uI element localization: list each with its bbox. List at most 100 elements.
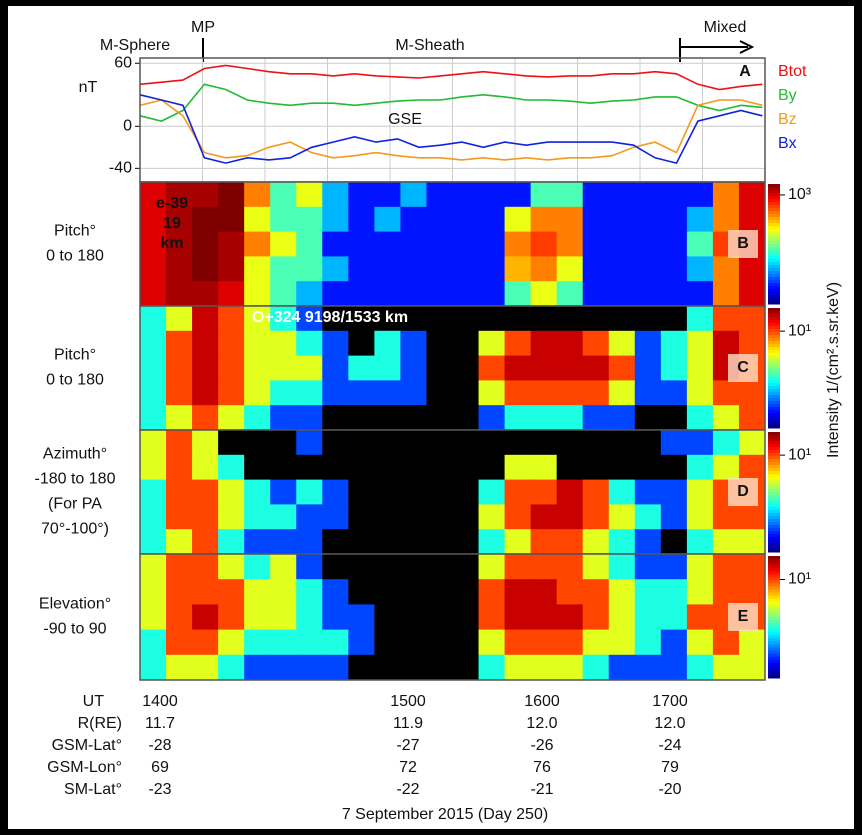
heatmap-cell [270,306,297,332]
colorbar-segment [768,410,780,414]
colorbar-segment [768,522,780,526]
heatmap-cell [348,604,375,631]
heatmap-cell [140,479,167,505]
heatmap-cell [634,554,662,580]
heatmap-cell [452,454,480,481]
heatmap-cell [374,306,401,332]
heatmap-cell [400,504,427,530]
colorbar-segment [768,486,780,490]
heatmap-cell [374,479,401,505]
heatmap-cell [452,330,480,357]
heatmap-cell [218,454,245,481]
heatmap-cell [270,355,297,381]
heatmap-cell [270,529,297,555]
heatmap-cell [218,430,245,456]
heatmap-cell [738,405,766,431]
ephemeris-value: 12.0 [654,715,685,732]
heatmap-cell [296,206,323,233]
heatmap-cell [712,306,740,332]
heatmap-cell [686,454,714,481]
heatmap-cell [192,405,219,431]
colorbar-segment [768,265,780,269]
heatmap-cell [296,529,323,555]
heatmap-cell [192,256,219,282]
heatmap-cell [192,430,219,456]
heatmap-cell [400,405,427,431]
panel-label: A [739,63,751,80]
colorbar-segment [768,338,780,342]
colorbar-segment [768,671,780,676]
heatmap-cell [140,454,167,481]
heatmap-cell [478,231,506,257]
heatmap-cell [218,355,245,381]
heatmap-cell [608,281,636,307]
heatmap-cell [218,504,245,530]
heatmap-cell [478,182,506,208]
heatmap-cell [348,380,375,406]
heatmap-cell [348,330,375,357]
heatmap-cell [374,380,401,406]
colorbar-segment [768,301,780,305]
heatmap-cell [686,182,714,208]
heatmap-cell [478,504,506,530]
heatmap-cell [218,405,245,431]
heatmap-cell [374,182,401,208]
heatmap-cell [400,306,427,332]
heatmap-cell [426,355,453,381]
heatmap-cell [296,330,323,357]
heatmap-cell [686,206,714,233]
colorbar-segment [768,395,780,399]
heatmap-cell [426,554,453,580]
heatmap-cell [296,355,323,381]
heatmap-cell [244,504,271,530]
heatmap-cell [738,654,766,681]
heatmap-cell [608,380,636,406]
heatmap-cell [738,629,766,656]
colorbar-segment [768,489,780,493]
region-label: MP [191,19,215,36]
heatmap-cell [400,529,427,555]
heatmap-cell [192,579,219,605]
heatmap-cell [166,306,193,332]
heatmap-cell [634,355,662,381]
heatmap-cell [400,231,427,257]
heatmap-cell [478,654,506,681]
colorbar-segment [768,271,780,275]
heatmap-cell [556,454,584,481]
heatmap-cell [608,182,636,208]
ephemeris-value: 11.9 [393,715,423,732]
heatmap-cell [218,479,245,505]
colorbar-segment [768,571,780,575]
heatmap-cell [270,554,297,580]
heatmap-cell [166,629,193,656]
ephemeris-value: -20 [658,781,681,798]
heatmap-cell [426,430,453,456]
colorbar-segment [768,383,780,387]
heatmap-cell [244,579,271,605]
heatmap-cell [166,579,193,605]
colorbar-segment [768,190,780,194]
heatmap-cell [426,281,453,307]
heatmap-cell [660,306,688,332]
annotation: O+324 9198/1533 km [252,309,408,326]
colorbar-segment [768,223,780,227]
colorbar-segment [768,244,780,248]
heatmap-cell [374,554,401,580]
heatmap-cell [166,256,193,282]
colorbar-segment [768,613,780,618]
heatmap-cell [634,654,662,681]
heatmap-cell [218,281,245,307]
colorbar-segment [768,498,780,502]
heatmap-cell [218,330,245,357]
heatmap-cell [712,654,740,681]
heatmap-cell [244,355,271,381]
colorbar-segment [768,653,780,658]
heatmap-cell [504,256,532,282]
y-tick-label: -40 [109,160,132,177]
colorbar-segment [768,214,780,218]
colorbar-segment [768,635,780,639]
heatmap-cell [686,554,714,580]
heatmap-cell [166,554,193,580]
region-label: M-Sheath [395,37,464,54]
heatmap-cell [244,454,271,481]
